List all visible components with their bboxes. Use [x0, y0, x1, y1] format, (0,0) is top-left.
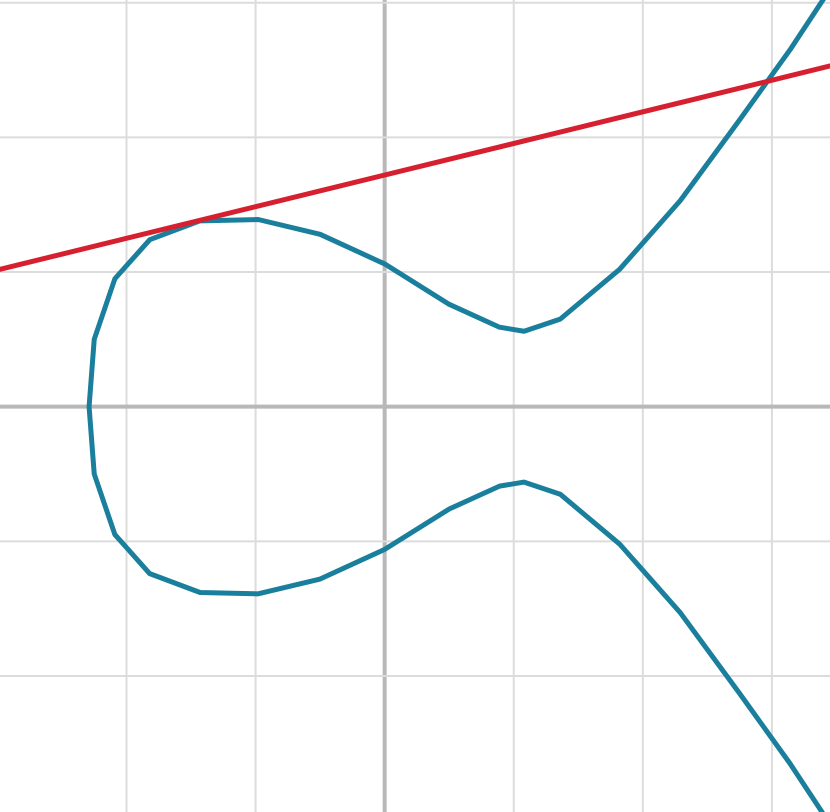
curve	[86, 0, 826, 812]
tangent-line	[0, 63, 830, 272]
